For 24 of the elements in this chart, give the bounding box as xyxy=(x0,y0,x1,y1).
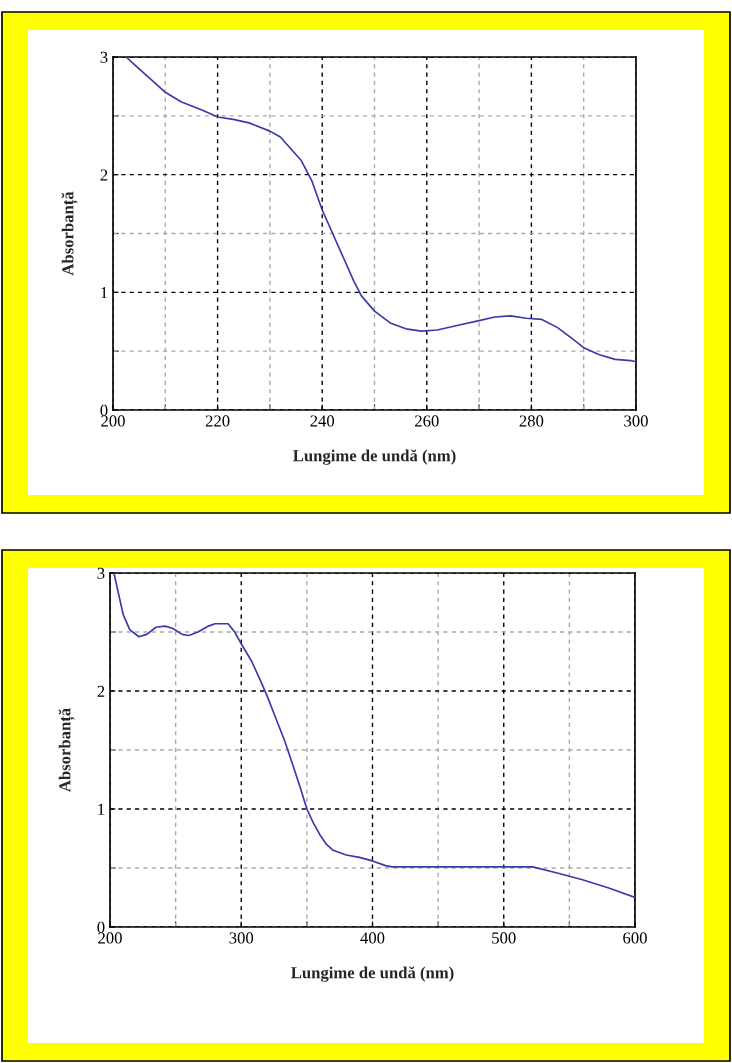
x-tick-label: 200 xyxy=(98,932,122,944)
x-tick-label: 240 xyxy=(310,415,335,427)
y-axis-title: Absorbanță xyxy=(58,708,75,792)
x-tick-label: 400 xyxy=(360,932,385,944)
y-tick-label: 3 xyxy=(97,567,105,579)
y-tick-label: 0 xyxy=(97,921,105,933)
x-tick-label: 300 xyxy=(624,415,648,427)
x-tick-label: 280 xyxy=(519,415,544,427)
y-tick-label: 2 xyxy=(97,685,105,697)
y-axis-title: Absorbanță xyxy=(61,191,78,276)
x-tick-label: 260 xyxy=(415,415,439,427)
x-tick-label: 500 xyxy=(492,932,516,944)
line-series xyxy=(125,57,636,363)
x-axis-title: Lungime de undă (nm) xyxy=(291,966,454,982)
y-tick-label: 2 xyxy=(100,169,108,181)
y-tick-label: 0 xyxy=(100,404,108,416)
y-tick-label: 1 xyxy=(101,287,108,299)
y-tick-label: 1 xyxy=(98,803,105,815)
x-tick-label: 200 xyxy=(101,415,125,427)
x-tick-label: 220 xyxy=(205,415,230,427)
x-tick-label: 300 xyxy=(229,932,254,944)
x-axis-title: Lungime de undă (nm) xyxy=(293,449,456,465)
y-tick-label: 3 xyxy=(100,51,108,63)
x-tick-label: 600 xyxy=(623,932,647,944)
